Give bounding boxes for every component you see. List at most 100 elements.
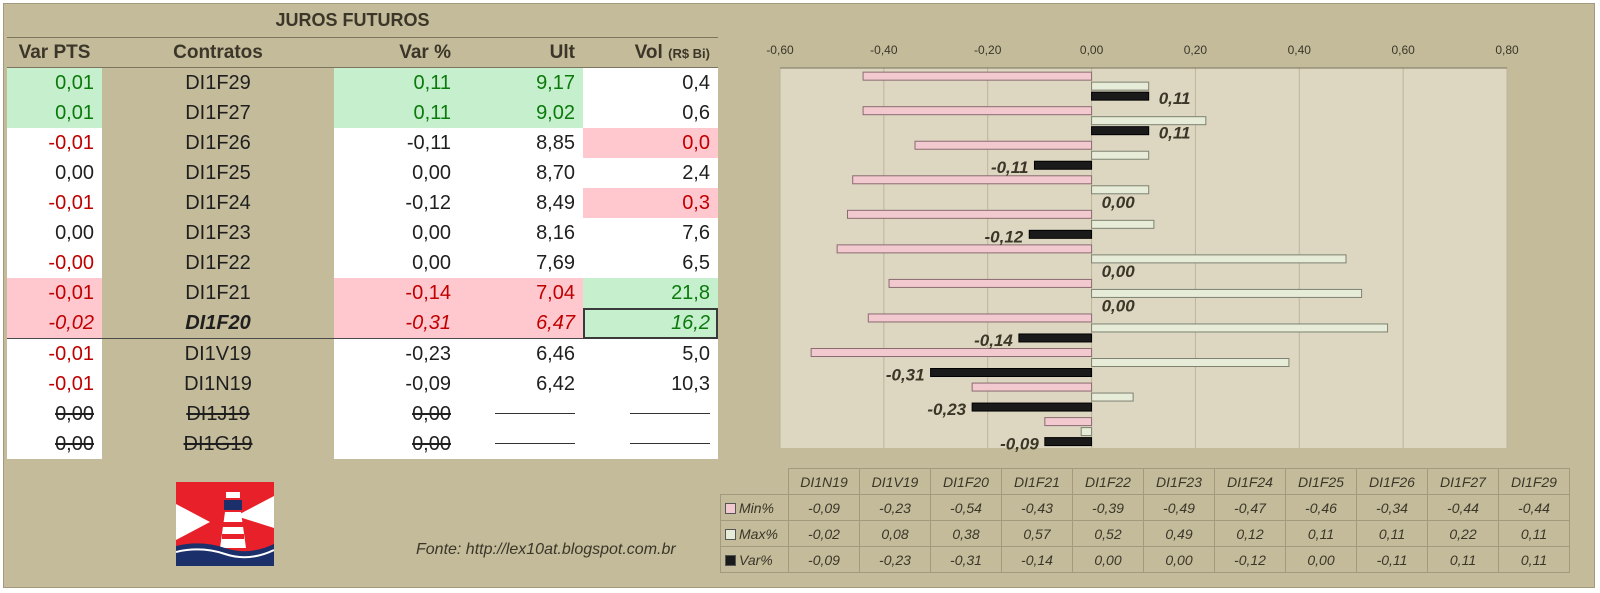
logo-tower-stripe [223, 522, 243, 527]
cell-var-pts: 0,00 [7, 399, 102, 429]
data-table-value: 0,49 [1143, 520, 1215, 547]
cell-contrato: DI1J19 [102, 399, 334, 429]
bar-max [1091, 116, 1207, 126]
bar-var [1028, 229, 1093, 239]
data-table-value: -0,23 [859, 546, 931, 573]
x-tick-label: 0,00 [1080, 43, 1104, 57]
bar-min [847, 209, 1093, 219]
table-row: -0,01 DI1F26 -0,11 8,85 0,0 [7, 128, 718, 158]
bar-data-label: 0,11 [1159, 89, 1191, 108]
bar-var [1033, 160, 1093, 170]
bar-min [836, 244, 1093, 254]
x-tick-label: -0,60 [766, 43, 794, 57]
table-row: -0,00 DI1F22 0,00 7,69 6,5 [7, 248, 718, 278]
data-table-category: DI1F26 [1356, 468, 1428, 495]
bar-min [852, 175, 1093, 185]
cell-vol: 16,2 [583, 308, 718, 339]
cell-ult: 6,47 [459, 308, 583, 339]
bar-min [862, 106, 1093, 116]
cell-vol: 5,0 [583, 338, 718, 369]
data-table-value: -0,09 [788, 546, 860, 573]
legend-swatch [725, 529, 736, 541]
data-table-value: 0,11 [1285, 520, 1357, 547]
cell-var-pts: -0,01 [7, 188, 102, 218]
data-table-value: -0,44 [1427, 494, 1499, 521]
cell-var-pts: 0,00 [7, 218, 102, 248]
logo-light-beam-right [236, 496, 274, 528]
col-header-vol: Vol (R$ Bi) [583, 37, 718, 68]
data-table-value: 0,57 [1001, 520, 1073, 547]
bar-var [971, 402, 1093, 412]
logo-lamp-top [226, 492, 240, 498]
bar-data-label: -0,31 [886, 366, 925, 385]
bar-min [867, 313, 1093, 323]
table-row: -0,01 DI1N19 -0,09 6,42 10,3 [7, 369, 718, 399]
data-table-value: -0,39 [1072, 494, 1144, 521]
data-table-value: -0,34 [1356, 494, 1428, 521]
cell-ult: 8,85 [459, 128, 583, 158]
table-row: 0,00 DI1F25 0,00 8,70 2,4 [7, 158, 718, 188]
data-table-value: -0,54 [930, 494, 1002, 521]
data-table-value: -0,46 [1285, 494, 1357, 521]
cell-var-pct: 0,00 [334, 429, 459, 459]
table-row: -0,01 DI1F21 -0,14 7,04 21,8 [7, 278, 718, 308]
data-table-value: -0,09 [788, 494, 860, 521]
bar-max [1080, 427, 1093, 437]
bar-max [1091, 323, 1389, 333]
x-tick-label: 0,20 [1184, 43, 1208, 57]
cell-var-pct: 0,11 [334, 98, 459, 128]
bar-max [1091, 81, 1150, 91]
cell-vol: 2,4 [583, 158, 718, 188]
bar-var [1091, 91, 1150, 101]
x-tick-label: -0,40 [870, 43, 898, 57]
data-table-value: 0,22 [1427, 520, 1499, 547]
legend-swatch [725, 555, 736, 567]
cell-vol: 0,0 [583, 128, 718, 158]
cell-vol: 6,5 [583, 248, 718, 278]
bar-var [1018, 333, 1093, 343]
cell-var-pct: -0,31 [334, 308, 459, 339]
data-table-row: Var% -0,09 -0,23 -0,31 -0,14 0,00 0,00 -0,12 0,0… [720, 546, 1570, 573]
bar-min [914, 140, 1093, 150]
x-tick-label: 0,40 [1288, 43, 1312, 57]
bar-max [1091, 254, 1347, 264]
x-tick-label: -0,20 [974, 43, 1002, 57]
data-table-category: DI1F24 [1214, 468, 1286, 495]
empty-dash [495, 442, 575, 444]
data-table-category: DI1V19 [859, 468, 931, 495]
cell-var-pts: -0,02 [7, 308, 102, 339]
bar-max [1091, 150, 1150, 160]
bar-data-label: -0,11 [991, 158, 1028, 177]
rates-table: Var PTS Contratos Var % Ult Vol (R$ Bi) … [7, 37, 718, 459]
bar-min [810, 348, 1093, 358]
bar-data-label: 0,00 [1102, 193, 1136, 212]
bar-max [1091, 288, 1363, 298]
cell-var-pts: 0,00 [7, 429, 102, 459]
source-credit: Fonte: http://lex10at.blogspot.com.br [416, 541, 676, 558]
cell-vol: 0,6 [583, 98, 718, 128]
legend-swatch [725, 503, 736, 515]
cell-var-pts: -0,01 [7, 278, 102, 308]
x-tick-label: 0,80 [1495, 43, 1519, 57]
col-header-vol-label: Vol [634, 41, 663, 63]
data-table-value: -0,47 [1214, 494, 1286, 521]
col-header-ult: Ult [459, 37, 583, 68]
data-table-value: -0,14 [1001, 546, 1073, 573]
bar-var [930, 368, 1093, 378]
bar-max [1091, 185, 1150, 195]
bar-data-label: -0,12 [985, 227, 1024, 246]
data-table-series-label: Var% [720, 546, 789, 573]
data-table-value: -0,43 [1001, 494, 1073, 521]
data-table-value: -0,12 [1214, 546, 1286, 573]
bar-min [888, 278, 1093, 288]
cell-contrato: DI1V19 [102, 338, 334, 369]
cell-contrato: DI1F21 [102, 278, 334, 308]
legend-series-name: Var% [739, 551, 773, 568]
table-row: -0,01 DI1F24 -0,12 8,49 0,3 [7, 188, 718, 218]
cell-ult: 9,17 [459, 67, 583, 98]
cell-vol [583, 399, 718, 429]
cell-contrato: DI1F20 [102, 308, 334, 339]
table-row: -0,01 DI1V19 -0,23 6,46 5,0 [7, 338, 718, 369]
cell-var-pct: -0,09 [334, 369, 459, 399]
cell-var-pct: 0,11 [334, 67, 459, 98]
